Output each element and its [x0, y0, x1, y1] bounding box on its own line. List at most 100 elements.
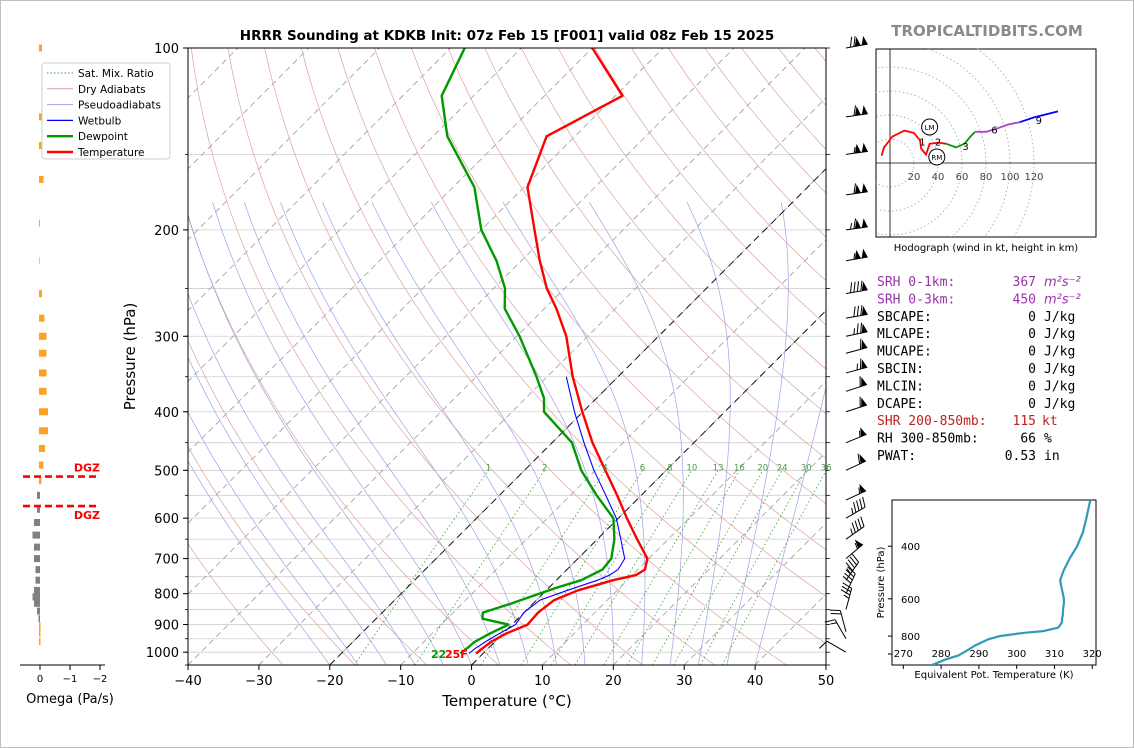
index-value: 0	[1028, 397, 1036, 412]
mixing-ratio-label: 4	[602, 463, 607, 473]
indices-panel: SRH 0-1km: 367 m²s⁻² SRH 0-3km: 450 m²s⁻² SBCA…	[877, 275, 1081, 464]
barb-flag	[853, 281, 856, 293]
omega-bar	[38, 615, 40, 623]
mixing-ratio-line	[353, 470, 489, 665]
omega-bar	[39, 113, 42, 121]
legend-label: Dry Adiabats	[78, 84, 146, 96]
omega-bar	[39, 369, 47, 377]
wind-barb	[845, 305, 868, 319]
hodograph-height-label: 6	[991, 125, 997, 136]
theta-e-y-tick-label: 400	[901, 542, 920, 553]
wind-barb	[845, 183, 868, 196]
dgz-label: DGZ	[74, 509, 100, 522]
index-unit: J/kg	[1044, 362, 1075, 377]
index-label: MUCAPE:	[877, 345, 932, 360]
mixing-ratio-line	[721, 470, 826, 665]
legend: Sat. Mix. Ratio Dry Adiabats Pseudoadiabat…	[41, 62, 171, 160]
theta-e-x-label: Equivalent Pot. Temperature (K)	[914, 670, 1073, 681]
x-tick-label: −10	[387, 674, 414, 689]
barb-staff	[845, 544, 864, 559]
barb-flag	[859, 376, 861, 387]
mixing-ratio-label: 36	[821, 463, 832, 473]
mixing-ratio-line	[626, 470, 740, 665]
omega-bar	[34, 543, 40, 551]
dry-adiabat	[188, 215, 500, 665]
wind-barbs	[819, 35, 868, 653]
x-tick-label: −20	[316, 674, 343, 689]
omega-bar	[39, 637, 41, 645]
barb-flag	[845, 562, 853, 572]
index-value: 367	[1013, 275, 1036, 290]
barb-pennant	[861, 281, 868, 291]
omega-bar	[39, 444, 45, 452]
omega-bar	[39, 332, 47, 340]
x-tick-label: 10	[534, 674, 551, 689]
barb-pennant	[854, 184, 861, 194]
barb-pennant	[861, 323, 868, 333]
index-unit: m²s⁻²	[1044, 292, 1081, 307]
mixing-ratio-line	[414, 470, 546, 665]
mixing-ratio-line	[652, 470, 764, 665]
barb-flag	[859, 396, 861, 408]
wind-barb	[819, 640, 847, 653]
legend-label: Dewpoint	[78, 131, 128, 143]
x-tick-label: −30	[245, 674, 272, 689]
index-unit: m²s⁻²	[1044, 275, 1081, 290]
barb-flag	[830, 613, 842, 615]
barb-flag	[856, 500, 860, 511]
barb-flag	[844, 572, 853, 581]
barb-flag	[819, 640, 828, 649]
mixing-ratio-line	[699, 470, 807, 665]
skewt-frame	[187, 47, 827, 666]
pseudo-adiabat	[589, 202, 684, 665]
index-label: DCAPE:	[877, 397, 924, 412]
barb-flag	[845, 569, 855, 578]
barb-flag	[841, 585, 852, 593]
barb-flag	[851, 553, 860, 563]
y-tick-label: 100	[154, 42, 179, 57]
barb-pennant	[861, 218, 868, 228]
dry-adiabat	[484, 48, 826, 459]
hodograph-ring-label: 100	[1000, 172, 1019, 183]
omega-bar	[32, 593, 40, 601]
hodograph-panel: 20 40 60 80 100 120 1 2 3 6 9 LM RM Hodograph (wind i…	[875, 48, 1097, 254]
barb-half-flag	[854, 542, 858, 550]
barb-staff	[845, 506, 866, 519]
barb-pennant	[861, 397, 867, 407]
barb-staff	[845, 573, 856, 594]
wind-barb	[845, 483, 867, 501]
mixing-ratio-label: 1	[486, 463, 491, 473]
pseudo-adiabat	[188, 356, 387, 665]
mixing-ratio-label: 24	[777, 463, 788, 473]
y-axis-label: Pressure (hPa)	[121, 303, 139, 411]
omega-bar	[34, 518, 40, 526]
wetbulb-profile	[468, 376, 626, 654]
wind-barb	[845, 539, 864, 559]
pseudo-adiabat	[726, 202, 789, 665]
index-unit: J/kg	[1044, 310, 1075, 325]
y-tick-label: 200	[154, 224, 179, 239]
dry-adiabat	[557, 48, 826, 370]
wind-barb	[845, 35, 868, 49]
index-unit: J/kg	[1044, 397, 1075, 412]
isotherm	[188, 48, 735, 595]
mixing-ratio-line	[574, 470, 693, 665]
wind-barb	[845, 553, 860, 581]
x-tick-label: 30	[676, 674, 693, 689]
index-label: RH 300-850mb:	[877, 432, 979, 447]
skewt-background	[188, 48, 826, 665]
x-tick-label: 40	[747, 674, 764, 689]
hodograph-height-label: 9	[1036, 116, 1042, 127]
barb-half-flag	[853, 146, 856, 154]
index-unit: J/kg	[1044, 345, 1075, 360]
omega-bar	[39, 408, 48, 416]
barb-pennant	[861, 248, 868, 259]
mixing-ratio-label: 10	[686, 463, 697, 473]
theta-e-x-tick-label: 290	[969, 649, 988, 660]
hodograph-plot: 20 40 60 80 100 120 1 2 3 6 9 LM RM	[876, 48, 1096, 237]
isotherm	[613, 451, 826, 665]
barb-half-flag	[851, 507, 854, 515]
barb-flag	[849, 556, 858, 566]
y-tick-label: 1000	[146, 646, 179, 661]
